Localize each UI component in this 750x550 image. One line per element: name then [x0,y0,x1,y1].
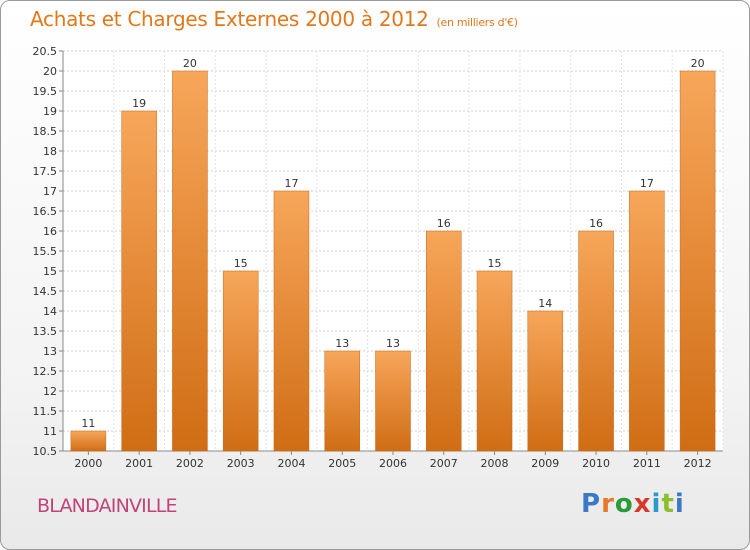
bar-2003 [222,270,259,452]
data-label: 20 [183,57,197,70]
y-tick-label: 13.5 [33,325,58,338]
y-tick-label: 10.5 [33,445,58,458]
y-tick-label: 15.5 [33,245,58,258]
y-tick-label: 15 [43,265,57,278]
x-tick-label: 2004 [277,457,305,470]
data-label: 17 [284,177,298,190]
city-name: BLANDAINVILLE [37,495,178,517]
x-tick-label: 2012 [684,457,712,470]
y-tick-label: 18.5 [33,125,58,138]
data-label: 16 [437,217,451,230]
title-text: Achats et Charges Externes 2000 à 2012 [30,7,429,31]
y-tick-label: 12.5 [33,365,58,378]
y-tick-label: 16.5 [33,205,58,218]
y-tick-label: 13 [43,345,57,358]
x-tick-label: 2003 [227,457,255,470]
y-tick-label: 18 [43,145,57,158]
x-tick-label: 2006 [379,457,407,470]
y-tick-label: 20 [43,65,57,78]
y-tick-label: 19 [43,105,57,118]
y-tick-label: 11 [43,425,57,438]
bar-2008 [476,270,513,452]
data-label: 16 [589,217,603,230]
bar-2001 [121,110,157,452]
x-tick-label: 2000 [74,457,102,470]
data-label: 17 [640,177,654,190]
y-tick-label: 11.5 [33,405,58,418]
bar-2002 [172,70,208,452]
y-tick-label: 17 [43,185,57,198]
data-label: 20 [691,57,705,70]
x-tick-label: 2005 [328,457,356,470]
data-label: 11 [81,417,95,430]
y-tick-label: 12 [43,385,57,398]
data-label: 15 [488,257,502,270]
data-label: 15 [234,257,248,270]
proxiti-logo[interactable]: Proxiti [581,489,685,519]
bar-2004 [273,190,310,452]
data-label: 13 [386,337,400,350]
x-tick-label: 2010 [582,457,610,470]
bar-2009 [527,310,564,452]
bar-2000 [70,430,107,452]
bar-2006 [375,350,411,452]
bar-2010 [578,230,614,452]
x-tick-label: 2008 [481,457,509,470]
bar-2005 [324,350,360,452]
x-tick-label: 2002 [176,457,204,470]
y-tick-label: 20.5 [33,45,58,58]
data-label: 19 [132,97,146,110]
x-tick-label: 2001 [125,457,153,470]
y-tick-label: 14.5 [33,285,58,298]
y-tick-label: 17.5 [33,165,58,178]
bar-2012 [679,70,716,452]
x-tick-label: 2011 [633,457,661,470]
y-tick-label: 16 [43,225,57,238]
bar-2007 [426,230,462,452]
y-tick-label: 19.5 [33,85,58,98]
y-tick-label: 14 [43,305,57,318]
chart-subtitle: (en milliers d'€) [436,16,518,29]
x-tick-label: 2009 [531,457,559,470]
data-label: 14 [538,297,552,310]
data-label: 13 [335,337,349,350]
x-tick-label: 2007 [430,457,458,470]
chart-title: Achats et Charges Externes 2000 à 2012 (e… [30,7,518,31]
bar-2011 [629,190,665,452]
